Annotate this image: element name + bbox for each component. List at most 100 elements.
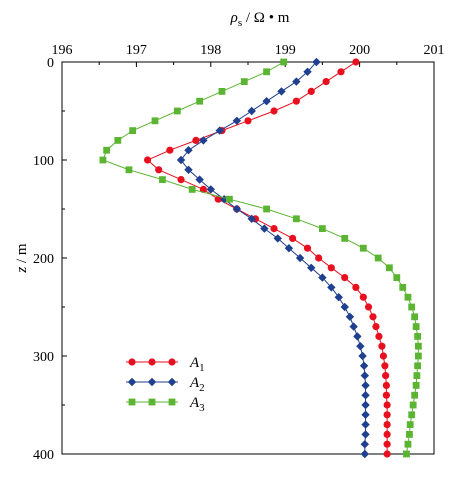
data-point <box>382 372 390 380</box>
data-point <box>303 67 312 76</box>
data-point <box>270 107 278 115</box>
legend-marker <box>128 398 136 406</box>
data-point <box>334 293 343 302</box>
legend-marker <box>148 358 156 366</box>
data-point <box>341 274 349 282</box>
series-layer <box>99 57 422 459</box>
x-axis-title: ρs / Ω • m <box>230 10 290 29</box>
data-point <box>345 312 355 321</box>
data-point <box>408 411 416 419</box>
data-point <box>232 116 242 125</box>
series-line <box>102 61 419 455</box>
data-point <box>382 391 390 399</box>
data-point <box>361 381 370 390</box>
data-point <box>385 264 393 272</box>
data-point <box>188 186 196 193</box>
data-point <box>166 146 174 154</box>
data-point <box>399 284 407 291</box>
data-point <box>260 224 269 233</box>
data-point <box>206 185 215 194</box>
data-point <box>369 313 377 321</box>
data-point <box>292 97 300 105</box>
data-point <box>337 68 345 76</box>
data-point <box>289 234 297 242</box>
data-point <box>273 234 282 243</box>
data-point <box>327 283 336 292</box>
data-point <box>353 332 362 341</box>
legend-marker <box>128 358 136 366</box>
data-point <box>195 175 204 184</box>
data-point <box>361 430 370 439</box>
data-point <box>192 136 200 144</box>
data-point <box>196 97 204 105</box>
legend-marker <box>168 358 176 366</box>
data-point <box>284 244 294 253</box>
legend-label: A1 <box>189 355 205 374</box>
data-point <box>411 313 419 321</box>
data-point <box>327 264 335 272</box>
data-point <box>173 107 181 115</box>
data-point <box>406 421 414 428</box>
legend-label: A2 <box>189 375 205 394</box>
data-point <box>295 253 305 263</box>
data-point <box>184 146 193 155</box>
data-point <box>143 156 152 164</box>
legend-marker <box>167 377 177 387</box>
data-point <box>360 440 370 449</box>
series-line <box>180 61 367 454</box>
data-point <box>322 78 330 86</box>
data-point <box>232 204 242 214</box>
data-point <box>403 450 410 458</box>
data-point <box>406 431 413 438</box>
data-point <box>151 117 159 125</box>
data-point <box>155 166 163 174</box>
data-point <box>378 342 386 350</box>
data-point <box>361 410 370 419</box>
legend-marker <box>148 398 156 406</box>
series-A1 <box>143 58 391 458</box>
data-point <box>364 303 373 311</box>
series-A2 <box>176 57 370 459</box>
y-tick-label: 300 <box>33 350 54 365</box>
data-point <box>411 391 419 399</box>
x-tick-label: 196 <box>52 43 73 58</box>
data-point <box>159 176 166 183</box>
data-point <box>244 117 252 125</box>
data-point <box>247 214 256 223</box>
data-point <box>374 254 382 262</box>
data-point <box>226 195 233 203</box>
data-point <box>414 352 422 360</box>
data-point <box>412 382 420 389</box>
data-point <box>381 362 389 370</box>
data-point <box>383 411 391 419</box>
data-point <box>99 156 107 164</box>
legend-item: A2 <box>126 375 205 394</box>
legend-marker <box>127 377 137 387</box>
x-tick-label: 200 <box>349 43 370 58</box>
data-point <box>383 450 391 458</box>
data-point <box>214 195 222 203</box>
data-point <box>270 225 278 233</box>
data-point <box>315 254 323 262</box>
data-point <box>218 88 226 95</box>
data-point <box>114 137 122 144</box>
data-point <box>408 303 416 311</box>
data-point <box>412 323 420 330</box>
y-tick-label: 100 <box>33 154 54 169</box>
data-point <box>263 205 270 213</box>
legend-marker <box>168 398 176 406</box>
data-point <box>318 273 327 282</box>
data-point <box>352 58 360 66</box>
y-tick-label: 200 <box>33 252 54 267</box>
data-point <box>409 401 417 409</box>
data-point <box>177 176 185 184</box>
data-point <box>199 136 208 145</box>
legend-label: A3 <box>189 395 205 414</box>
data-point <box>383 401 391 409</box>
data-point <box>303 244 312 252</box>
data-point <box>341 235 349 242</box>
data-point <box>404 293 412 301</box>
legend-item: A3 <box>126 395 205 414</box>
data-point <box>383 430 391 438</box>
